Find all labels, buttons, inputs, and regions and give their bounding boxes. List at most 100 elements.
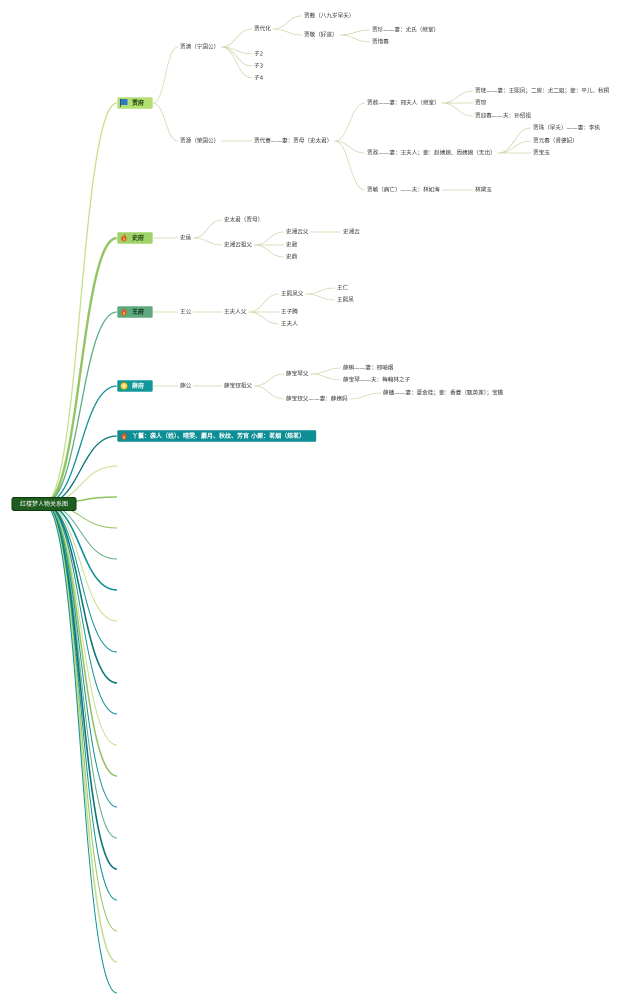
node-label[interactable]: 王子腾 (281, 308, 298, 316)
branch-node-jia[interactable]: 贾府 (116, 96, 154, 110)
connector-line (334, 140, 366, 154)
node-label[interactable]: 史湘云祖父 (224, 241, 252, 249)
node-label[interactable]: 贾敷（八九岁早夭） (304, 12, 354, 20)
connector-line (339, 34, 371, 43)
node-label[interactable]: 薛蝌——妻：邢岫烟 (343, 364, 394, 372)
node-label[interactable]: 贾代善——妻：贾母（史太君） (254, 137, 332, 145)
branch-label-jia: 贾府 (132, 99, 144, 107)
branch-node-wang[interactable]: 王府 (116, 305, 154, 319)
branch-label-xue: 薛府 (132, 382, 144, 390)
trunk-line-wang (43, 311, 118, 505)
node-label[interactable]: 史太君（贾母） (224, 216, 263, 224)
connector-line (310, 373, 342, 381)
trunk-stub-line (43, 503, 118, 963)
connector-line (253, 231, 285, 246)
connector-line (334, 140, 366, 191)
connector-line (497, 140, 532, 154)
connector-line (339, 29, 371, 36)
node-label[interactable]: 史鼐 (286, 241, 298, 249)
trunk-stub-line (43, 503, 118, 901)
node-label[interactable]: 王夫人父 (224, 308, 247, 316)
connector-line (253, 244, 285, 258)
fire-icon (121, 307, 127, 316)
branch-node-shi[interactable]: 史府 (116, 231, 154, 245)
branch-box (116, 429, 317, 443)
node-label[interactable]: 贾珍——妻：尤氏（继室） (372, 26, 439, 34)
trunk-stub-line (43, 503, 118, 839)
node-label[interactable]: 贾政——妻：王夫人；妾：赵姨娘、周姨娘（无出） (367, 149, 496, 157)
connector-line (248, 293, 280, 313)
node-label[interactable]: 贾惜春 (372, 38, 389, 46)
connector-line (441, 102, 474, 117)
connector-line (193, 219, 223, 239)
node-label[interactable]: 贾元春（贤德妃） (533, 137, 578, 145)
node-label[interactable]: 史湘云父 (286, 228, 309, 236)
node-label[interactable]: 贾琮 (475, 99, 487, 107)
root-node[interactable]: 红楼梦人物关系图 (11, 497, 77, 511)
connector-line (253, 385, 285, 400)
node-label[interactable]: 贾代化 (254, 25, 271, 33)
node-label[interactable]: 王熙凤 (337, 297, 354, 304)
node-label[interactable]: 王熙凤父 (281, 291, 304, 298)
node-label[interactable]: 王仁 (337, 284, 349, 292)
node-label[interactable]: 贾敏（病亡）——夫：林如海 (367, 186, 440, 194)
trunk-line-shi (43, 236, 118, 506)
connector-line (152, 102, 179, 142)
trunk-stub-line (43, 503, 118, 994)
trunk-stub-line (43, 503, 118, 715)
branch-node-xue[interactable]: 薛府 (116, 379, 154, 393)
connector-line (305, 287, 336, 295)
node-label[interactable]: 子4 (254, 75, 264, 82)
node-label[interactable]: 史湘云 (343, 228, 360, 236)
node-label[interactable]: 贾琏——妻：王熙凤；二房：尤二姐；妾：平儿、秋桐 (475, 87, 610, 95)
connector-line (248, 311, 280, 325)
node-label[interactable]: 王公 (180, 309, 192, 316)
branch-box (116, 231, 154, 245)
connector-line (152, 46, 179, 104)
node-label[interactable]: 贾演（宁国公） (180, 43, 219, 51)
trunk-stub-line (43, 503, 118, 932)
node-label[interactable]: 薛宝钗祖父 (224, 382, 252, 390)
connector-line (349, 392, 382, 400)
node-label[interactable]: 史侯 (180, 234, 192, 242)
trunk-lines (43, 102, 118, 994)
node-label[interactable]: 王夫人 (281, 320, 298, 328)
node-label[interactable]: 贾宝玉 (533, 149, 550, 157)
node-label[interactable]: 子3 (254, 63, 264, 70)
connector-line (193, 237, 223, 246)
node-label[interactable]: 薛宝琴父 (286, 370, 309, 378)
trunk-stub-line (43, 503, 118, 870)
root-box (11, 497, 77, 511)
connector-line (497, 127, 532, 154)
branch-box (116, 305, 154, 319)
trunk-stub-line (43, 503, 118, 653)
node-label[interactable]: 子2 (254, 51, 263, 58)
branch-node-servants[interactable]: 丫鬟：袭人（姓）、晴雯、麝月、秋纹、芳官 小厮：茗烟（焙茗） (116, 429, 317, 443)
branch-label-shi: 史府 (132, 234, 144, 242)
node-label[interactable]: 贾珠（早夭）——妻：李纨 (533, 124, 601, 132)
node-label[interactable]: 贾源（荣国公） (180, 137, 219, 145)
connector-line (272, 28, 303, 36)
connector-line (221, 46, 253, 79)
node-label[interactable]: 贾敬（好道） (304, 31, 338, 39)
connector-line (272, 15, 303, 30)
trunk-line-xue (43, 385, 118, 505)
node-label[interactable]: 薛公 (180, 382, 192, 390)
trunk-stub-line (43, 503, 118, 684)
node-label[interactable]: 林黛玉 (475, 186, 492, 194)
branch-lines (152, 15, 532, 400)
root-label: 红楼梦人物关系图 (20, 500, 68, 508)
node-label[interactable]: 薛宝琴——夫：梅翰林之子 (343, 376, 411, 384)
connector-line (253, 373, 285, 387)
node-label[interactable]: 史鼎 (286, 253, 298, 261)
node-label[interactable]: 贾迎春——夫：孙绍祖 (475, 112, 531, 120)
node-label[interactable]: 贾赦——妻：邢夫人（继室） (367, 99, 440, 107)
gem-icon (120, 382, 128, 390)
nodes: 贾府 贾演（宁国公） 贾代化 贾敷（八九岁早夭） 贾敬（好道） 贾珍——妻：尤氏（继室） 贾… (11, 12, 610, 511)
node-label[interactable]: 薛宝钗父——妻：薛姨妈 (286, 395, 348, 403)
connector-line (334, 102, 366, 142)
trunk-stub-line (43, 503, 118, 746)
node-label[interactable]: 薛蟠——妻：夏金桂；妾：香菱（甄英莲）；宝蟾 (383, 389, 504, 397)
fire-icon (121, 233, 127, 242)
